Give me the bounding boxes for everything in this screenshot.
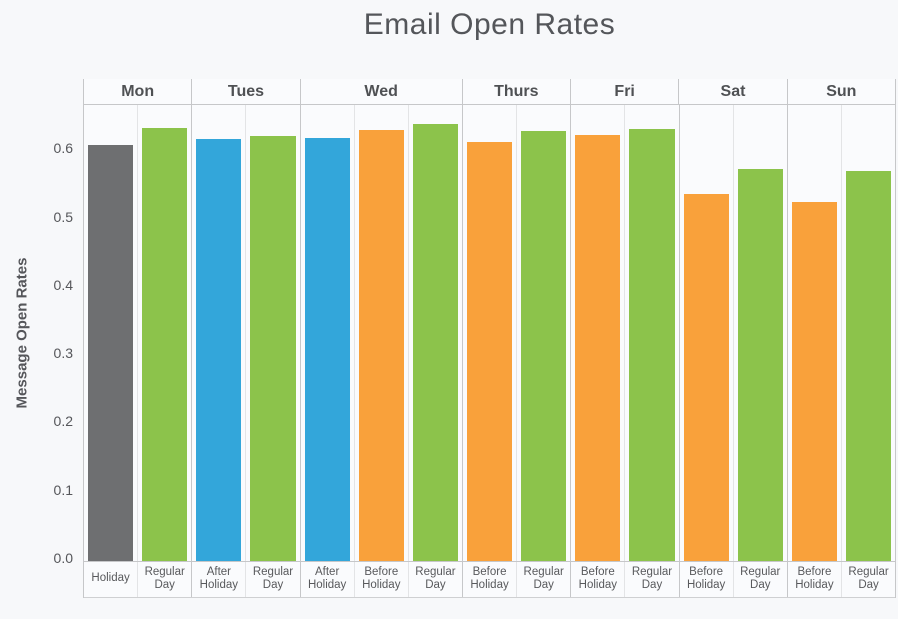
- day-header-tues: Tues: [191, 79, 299, 104]
- bar-label-thurs-regular: Regular Day: [516, 562, 570, 597]
- bar-mon-holiday: [88, 144, 134, 561]
- bar-sun-before: [791, 201, 837, 561]
- bar-column-mon-holiday: [84, 105, 137, 561]
- bar-label-wed-before: Before Holiday: [353, 562, 408, 597]
- y-tick-0.1: 0.1: [53, 481, 73, 498]
- bar-sat-regular: [737, 169, 783, 561]
- bar-column-tues-regular: [245, 105, 299, 561]
- bar-label-wed-after: After Holiday: [299, 562, 354, 597]
- bar-column-sun-regular: [840, 105, 895, 561]
- bar-column-fri-before: [570, 105, 624, 561]
- bar-mon-regular: [142, 127, 188, 561]
- plot-area: Mon Tues Wed Thurs Fri Sat Sun Holiday Regular …: [83, 79, 896, 598]
- y-tick-0.6: 0.6: [53, 140, 73, 157]
- bar-column-sat-before: [678, 105, 733, 561]
- bar-wed-before: [358, 129, 404, 561]
- y-tick-0.0: 0.0: [53, 550, 73, 566]
- bar-fri-regular: [629, 128, 675, 561]
- bar-tues-after: [196, 139, 242, 561]
- bar-column-tues-after: [191, 105, 245, 561]
- bar-label-row: Holiday Regular Day After Holiday Regular D…: [84, 561, 895, 598]
- bars-region: [84, 105, 895, 561]
- bar-label-fri-before: Before Holiday: [570, 562, 624, 597]
- bar-sat-before: [683, 193, 729, 561]
- y-tick-0.2: 0.2: [53, 413, 73, 430]
- day-header-mon: Mon: [121, 82, 155, 100]
- bar-label-tues-after: After Holiday: [191, 562, 245, 597]
- bar-label-tues-regular: Regular Day: [245, 562, 299, 597]
- bar-column-fri-regular: [624, 105, 678, 561]
- bar-wed-regular: [412, 124, 458, 561]
- bar-label-wed-regular: Regular Day: [407, 562, 462, 597]
- day-header-wed: Wed: [299, 79, 462, 104]
- bar-thurs-regular: [521, 130, 567, 561]
- bar-column-thurs-before: [461, 105, 516, 561]
- bar-sun-regular: [845, 171, 892, 561]
- bar-label-sat-before: Before Holiday: [678, 562, 733, 597]
- chart-title: Email Open Rates: [363, 8, 616, 41]
- bar-thurs-before: [466, 141, 513, 561]
- bar-column-sat-regular: [732, 105, 787, 561]
- bar-column-mon-regular: [137, 105, 191, 561]
- day-header-fri: Fri: [569, 79, 678, 104]
- bar-label-mon-regular: Regular Day: [137, 562, 191, 597]
- bar-column-sun-before: [786, 105, 841, 561]
- bar-wed-after: [304, 137, 350, 561]
- bar-fri-before: [575, 135, 621, 561]
- y-tick-0.4: 0.4: [53, 276, 73, 293]
- bar-label-sun-regular: Regular Day: [840, 562, 895, 597]
- bar-label-sat-regular: Regular Day: [732, 562, 787, 597]
- bar-tues-regular: [250, 136, 296, 561]
- bar-label-thurs-before: Before Holiday: [461, 562, 516, 597]
- bar-label-sun-before: Before Holiday: [786, 562, 841, 597]
- bar-column-wed-after: [299, 105, 354, 561]
- bar-label-fri-regular: Regular Day: [624, 562, 678, 597]
- day-header-row: Mon Tues Wed Thurs Fri Sat Sun: [84, 79, 895, 105]
- day-header-thurs: Thurs: [461, 79, 570, 104]
- day-header-sun: Sun: [786, 79, 895, 104]
- y-tick-0.3: 0.3: [53, 345, 73, 362]
- bar-column-thurs-regular: [516, 105, 570, 561]
- y-tick-0.5: 0.5: [53, 208, 73, 225]
- day-header-sat: Sat: [678, 79, 786, 104]
- bar-column-wed-regular: [407, 105, 462, 561]
- bar-column-wed-before: [353, 105, 408, 561]
- bar-label-mon-holiday: Holiday: [91, 572, 130, 584]
